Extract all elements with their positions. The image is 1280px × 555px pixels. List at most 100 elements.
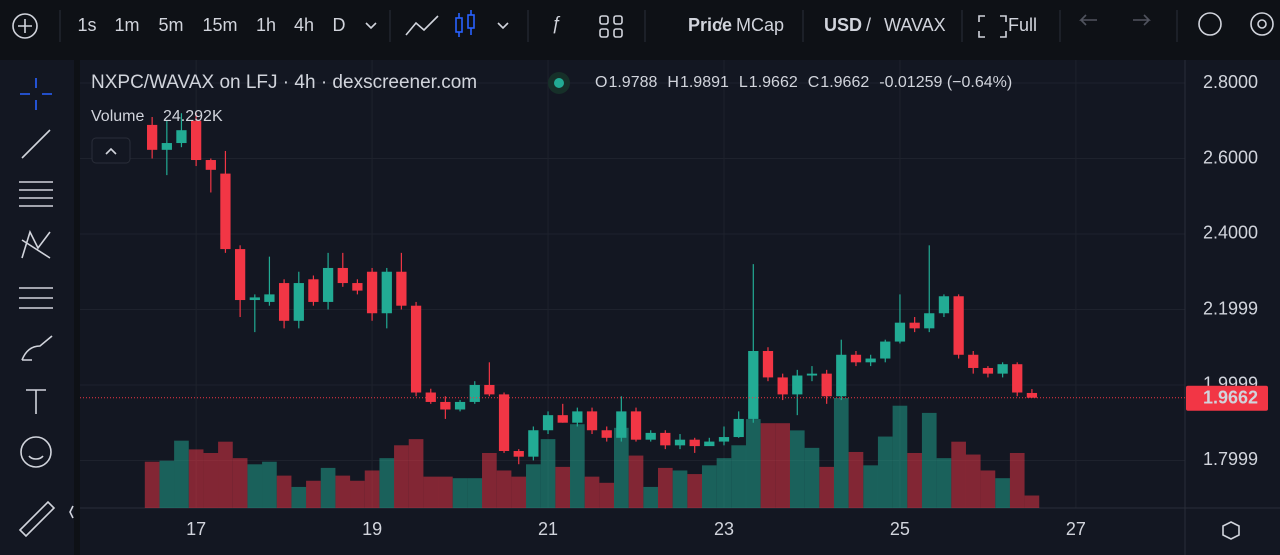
chart-title: NXPC/WAVAX on LFJ · 4h · dexscreener.com xyxy=(91,72,477,93)
volume-bar xyxy=(745,419,761,508)
volume-bar xyxy=(965,454,981,508)
settings-button[interactable] xyxy=(1250,12,1274,36)
volume-bar xyxy=(701,465,717,508)
candle-body xyxy=(689,439,700,447)
volume-bar xyxy=(291,486,307,508)
line-tool[interactable] xyxy=(21,129,51,159)
candle-body xyxy=(660,432,671,446)
crosshair-tool[interactable] xyxy=(20,78,52,110)
volume-bar xyxy=(613,427,629,508)
volume-bar xyxy=(247,464,263,508)
candle-body xyxy=(278,283,290,321)
volume-bar xyxy=(144,461,160,508)
volume-bar xyxy=(394,445,409,508)
alert-button[interactable] xyxy=(1198,12,1222,36)
volume-bar xyxy=(452,478,468,508)
interval-menu[interactable] xyxy=(365,22,377,30)
chart-type-menu[interactable] xyxy=(497,22,509,30)
candle-body xyxy=(880,341,891,359)
candle-body xyxy=(1012,364,1023,393)
volume-bar xyxy=(379,458,395,508)
fib-tool[interactable] xyxy=(19,181,53,207)
volume-bar xyxy=(951,441,966,508)
ruler-tool[interactable] xyxy=(18,500,56,538)
y-tick-label: 2.6000 xyxy=(1203,147,1258,167)
interval-button[interactable]: 4h xyxy=(294,15,314,35)
volume-bar xyxy=(599,482,615,508)
volume-bar xyxy=(907,453,922,508)
volume-bar xyxy=(526,464,541,508)
candle-body xyxy=(718,437,730,442)
candle-body xyxy=(572,411,583,423)
volume-bar xyxy=(775,423,791,508)
toggle-option[interactable]: / xyxy=(866,15,871,35)
toggle-option[interactable]: Price xyxy=(688,15,732,35)
projection-tool[interactable] xyxy=(19,287,53,309)
interval-button[interactable]: 1s xyxy=(77,15,96,35)
interval-button[interactable]: D xyxy=(333,15,346,35)
brush-tool[interactable] xyxy=(21,335,53,361)
volume-bar xyxy=(218,441,233,508)
volume-bar xyxy=(159,460,175,508)
toggle-option[interactable]: USD xyxy=(824,15,862,35)
y-tick-label: 2.4000 xyxy=(1203,223,1258,243)
interval-button[interactable]: 1m xyxy=(114,15,139,35)
candle-chart-button[interactable] xyxy=(455,10,475,37)
volume-bar xyxy=(760,423,776,508)
volume-bar xyxy=(262,461,277,508)
layout-button[interactable] xyxy=(599,15,623,38)
text-tool[interactable] xyxy=(26,389,46,414)
candle-body xyxy=(469,384,480,402)
toggle-option[interactable]: WAVAX xyxy=(884,15,946,35)
candle-body xyxy=(630,411,642,440)
toggle-option[interactable]: / xyxy=(718,15,723,35)
ohlc-value: 1.9662 xyxy=(749,74,798,91)
interval-button[interactable]: 15m xyxy=(202,15,237,35)
volume-bar xyxy=(863,465,878,508)
y-tick-label: 2.1999 xyxy=(1203,298,1258,318)
candle-body xyxy=(704,441,715,447)
pattern-tool[interactable] xyxy=(21,229,51,259)
candle-body xyxy=(865,358,876,363)
candle-body xyxy=(366,271,378,314)
redo-button[interactable] xyxy=(1133,14,1151,26)
candle-body xyxy=(557,415,568,423)
scale-settings[interactable] xyxy=(1222,521,1240,540)
interval-button[interactable]: 1h xyxy=(256,15,276,35)
volume-bar xyxy=(320,467,336,508)
top-toolbar: ƒ 1s 1m 5m 15m 1h 4h D Price/MCap USD / WAVAX Full xyxy=(12,10,1274,42)
line-chart-button[interactable] xyxy=(405,15,439,36)
volume-bar xyxy=(203,453,219,508)
y-tick-label: 2.8000 xyxy=(1203,72,1258,92)
toggle-option[interactable]: MCap xyxy=(736,15,784,35)
fullscreen-icon[interactable] xyxy=(978,15,1007,38)
candle-body xyxy=(777,377,788,395)
undo-button[interactable] xyxy=(1079,14,1097,26)
layout-icon xyxy=(613,28,623,38)
price-tag xyxy=(1186,385,1268,411)
candle-body xyxy=(440,401,451,410)
candle-body xyxy=(308,279,319,302)
volume-bar xyxy=(716,458,732,508)
volume-bar xyxy=(936,458,952,508)
collapse-legend[interactable] xyxy=(91,137,131,164)
volume-bar xyxy=(555,466,571,508)
add-button[interactable] xyxy=(12,13,38,39)
layout-icon xyxy=(599,15,609,25)
candle-body xyxy=(792,375,803,395)
interval-button[interactable]: 5m xyxy=(158,15,183,35)
volume-bar xyxy=(892,405,908,508)
candle-body xyxy=(425,392,436,402)
volume-bar xyxy=(628,455,644,508)
candle-body xyxy=(484,384,495,395)
emoji-tool[interactable] xyxy=(20,436,52,468)
volume-bar xyxy=(467,478,483,508)
indicators-button[interactable]: ƒ xyxy=(551,13,561,33)
x-tick-label: 17 xyxy=(186,519,206,539)
candle-body xyxy=(938,296,950,314)
collapse-button[interactable] xyxy=(69,505,74,519)
toggle-option[interactable]: Full xyxy=(1008,15,1037,35)
candle-body xyxy=(586,411,598,431)
candle-body xyxy=(161,143,172,150)
